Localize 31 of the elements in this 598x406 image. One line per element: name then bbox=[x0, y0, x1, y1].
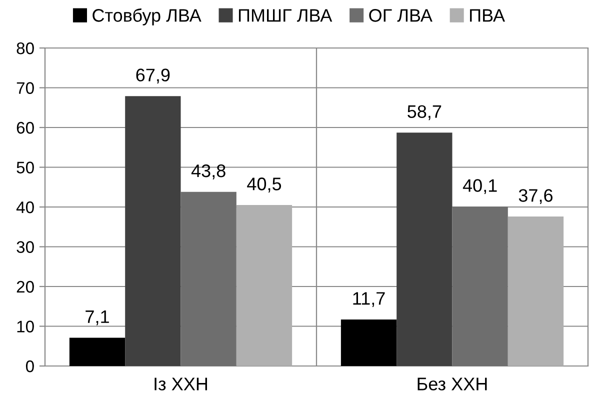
bar bbox=[69, 338, 126, 366]
y-tick-label: 0 bbox=[26, 360, 34, 372]
data-label: 11,7 bbox=[353, 292, 385, 307]
y-tick-label: 40 bbox=[16, 201, 34, 214]
bar bbox=[396, 132, 452, 366]
legend-label: ОГ ЛВА bbox=[369, 9, 432, 22]
legend-label: Стовбур ЛВА bbox=[92, 8, 202, 26]
legend-label: ПМШГ ЛВА bbox=[238, 9, 332, 22]
x-tick-label: Без ХХН bbox=[418, 378, 487, 390]
data-label: 7,1 bbox=[86, 310, 109, 326]
y-tick-label: 30 bbox=[16, 241, 34, 253]
data-label: 37,6 bbox=[518, 189, 553, 204]
y-tick-label: 80 bbox=[16, 42, 34, 54]
x-tick-label: Із ХХН bbox=[154, 378, 207, 390]
y-tick-label: 60 bbox=[16, 122, 34, 134]
bar bbox=[236, 205, 292, 366]
legend-label: ПВА bbox=[470, 9, 505, 22]
y-tick-label: 50 bbox=[16, 162, 34, 174]
bar bbox=[452, 206, 508, 366]
data-label: 40,5 bbox=[247, 178, 282, 192]
bar bbox=[180, 192, 236, 366]
data-label: 67,9 bbox=[136, 68, 170, 84]
bar bbox=[340, 319, 397, 366]
y-tick-label: 10 bbox=[17, 320, 34, 332]
data-label: 58,7 bbox=[408, 105, 442, 120]
bar bbox=[125, 96, 181, 366]
y-tick-label: 70 bbox=[16, 82, 34, 94]
y-tick-label: 20 bbox=[16, 280, 34, 293]
bar bbox=[508, 216, 564, 366]
data-label: 40,1 bbox=[462, 179, 497, 194]
data-label: 43,8 bbox=[191, 164, 226, 180]
